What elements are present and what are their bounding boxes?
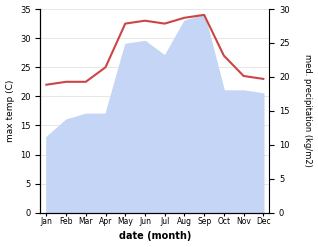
Y-axis label: max temp (C): max temp (C) — [5, 80, 15, 142]
Y-axis label: med. precipitation (kg/m2): med. precipitation (kg/m2) — [303, 54, 313, 167]
X-axis label: date (month): date (month) — [119, 231, 191, 242]
